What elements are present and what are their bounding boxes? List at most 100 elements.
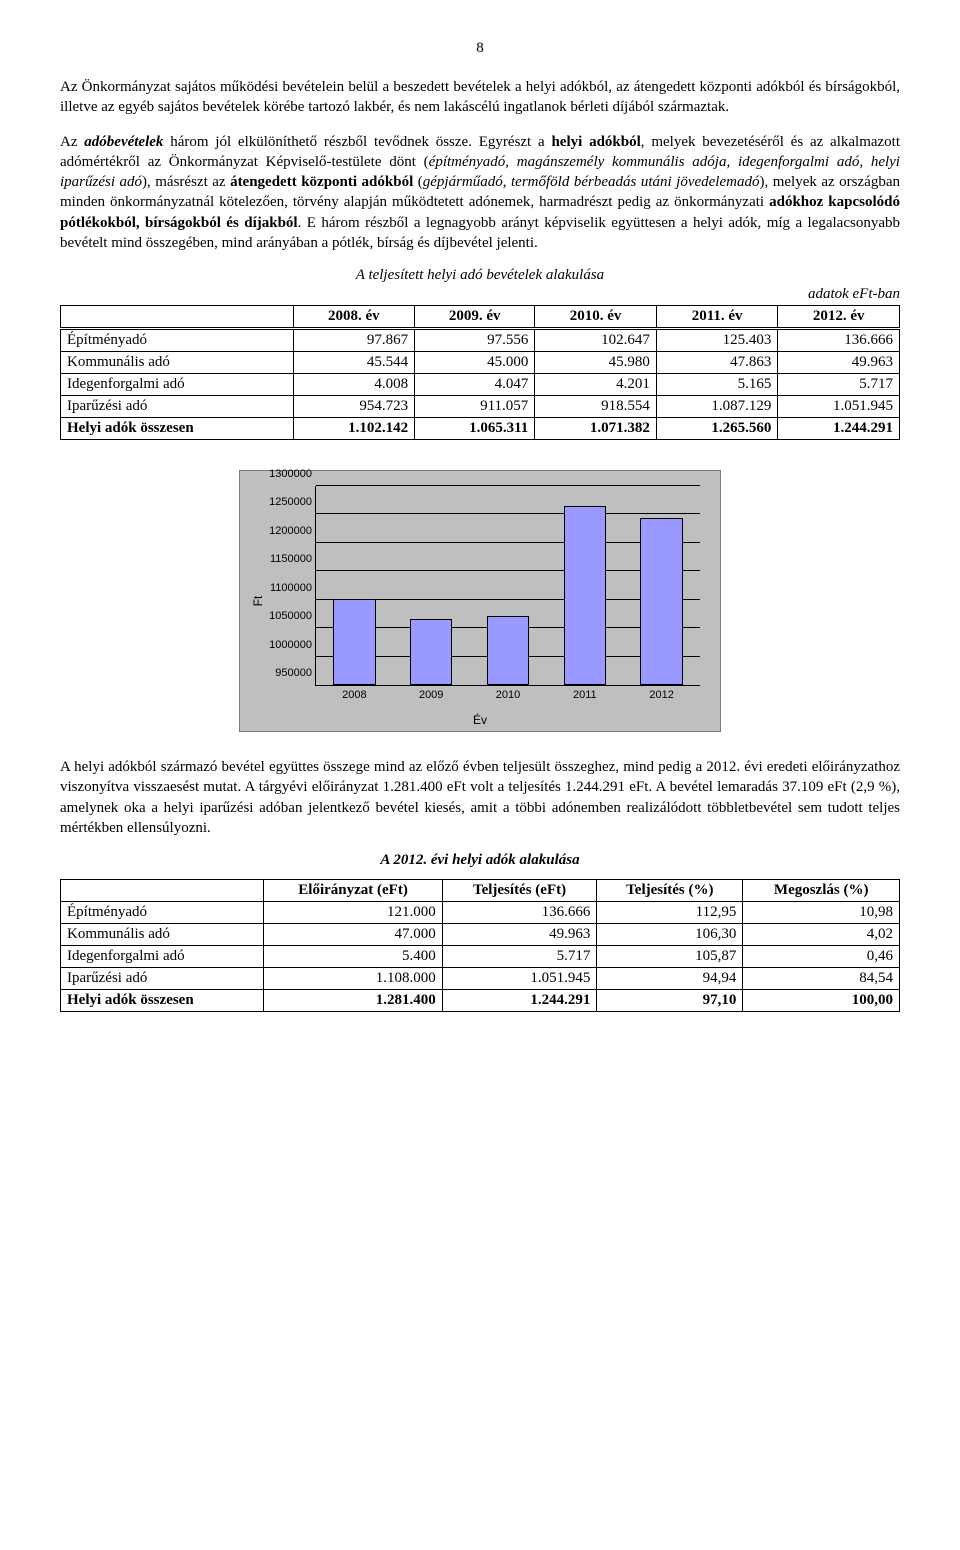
t2r3v3: 84,54 (743, 968, 900, 990)
t2totv3: 100,00 (743, 990, 900, 1012)
chart-plot-area: 9500001000000105000011000001150000120000… (315, 486, 700, 686)
t1r1v0: 45.544 (293, 352, 415, 374)
t1r3-label: Iparűzési adó (61, 396, 294, 418)
chart-gridline (316, 485, 700, 486)
table1-header-row: 2008. év 2009. év 2010. év 2011. év 2012… (61, 306, 900, 329)
chart-xtick: 2008 (342, 689, 366, 701)
t1r3v0: 954.723 (293, 396, 415, 418)
table-row: Iparűzési adó 954.723 911.057 918.554 1.… (61, 396, 900, 418)
table-row: Építményadó 97.867 97.556 102.647 125.40… (61, 329, 900, 352)
t1r3v4: 1.051.945 (778, 396, 900, 418)
table-row: Idegenforgalmi adó 4.008 4.047 4.201 5.1… (61, 374, 900, 396)
t2r2v2: 105,87 (597, 946, 743, 968)
t1r2v2: 4.201 (535, 374, 657, 396)
t2r0v1: 136.666 (442, 902, 597, 924)
p1-s2h: átengedett központi adókból (230, 174, 413, 190)
chart-ytick: 1000000 (269, 639, 312, 651)
bar-chart: Ft 9500001000000105000011000001150000120… (239, 470, 721, 732)
chart-ytick: 1100000 (270, 582, 312, 594)
p1-pre: Az Önkormányzat sajátos működési bevétel… (60, 79, 900, 115)
t1totv0: 1.102.142 (293, 418, 415, 440)
chart-bar (333, 599, 375, 686)
t2r2v0: 5.400 (264, 946, 442, 968)
chart-xtick: 2009 (419, 689, 443, 701)
chart-xtick: 2011 (573, 689, 597, 701)
p1-s2c: három jól elkülöníthető részből tevődnek… (163, 134, 551, 150)
t1r2v3: 5.165 (656, 374, 778, 396)
chart-gridline (316, 513, 700, 514)
paragraph-2: Az adóbevételek három jól elkülöníthető … (60, 132, 900, 254)
t1totv2: 1.071.382 (535, 418, 657, 440)
page-number: 8 (60, 40, 900, 57)
t2h1: Teljesítés (eFt) (442, 880, 597, 902)
t1totv1: 1.065.311 (415, 418, 535, 440)
t2r2v3: 0,46 (743, 946, 900, 968)
p1-s2i: ( (413, 174, 423, 190)
paragraph-3: A helyi adókból származó bevétel együtte… (60, 757, 900, 838)
t2totv1: 1.244.291 (442, 990, 597, 1012)
table1-units: adatok eFt-ban (60, 286, 900, 303)
chart-bar (487, 616, 529, 685)
t2h3: Megoszlás (%) (743, 880, 900, 902)
t2r0v0: 121.000 (264, 902, 442, 924)
t1r0v0: 97.867 (293, 329, 415, 352)
chart-bar (564, 506, 606, 685)
chart-ytick: 1300000 (269, 468, 312, 480)
chart-ytick: 1200000 (269, 525, 312, 537)
table-row: Kommunális adó 45.544 45.000 45.980 47.8… (61, 352, 900, 374)
chart-bar (410, 619, 452, 685)
t2r1-label: Kommunális adó (61, 924, 264, 946)
t2r2v1: 5.717 (442, 946, 597, 968)
t1r3v1: 911.057 (415, 396, 535, 418)
t1tot-label: Helyi adók összesen (61, 418, 294, 440)
t2tot-label: Helyi adók összesen (61, 990, 264, 1012)
chart-xtick: 2012 (649, 689, 673, 701)
t2r1v3: 4,02 (743, 924, 900, 946)
table1-h1: 2009. év (415, 306, 535, 329)
t2r2-label: Idegenforgalmi adó (61, 946, 264, 968)
table1-title: A teljesített helyi adó bevételek alakul… (60, 267, 900, 284)
chart-bar (640, 518, 682, 685)
t1r0v2: 102.647 (535, 329, 657, 352)
t1r2-label: Idegenforgalmi adó (61, 374, 294, 396)
t1r2v1: 4.047 (415, 374, 535, 396)
chart-container: Ft 9500001000000105000011000001150000120… (60, 470, 900, 732)
t2-blank-header (61, 880, 264, 902)
t2r0-label: Építményadó (61, 902, 264, 924)
table-row: Építményadó 121.000 136.666 112,95 10,98 (61, 902, 900, 924)
p1-s2g: ), másrészt az (142, 174, 230, 190)
t1r0v1: 97.556 (415, 329, 535, 352)
t1r1v2: 45.980 (535, 352, 657, 374)
table1-blank-header (61, 306, 294, 329)
p1-s2b: adóbevételek (84, 134, 163, 150)
chart-ylabel: Ft (251, 596, 265, 607)
chart-ytick: 1250000 (269, 496, 312, 508)
t2r0v3: 10,98 (743, 902, 900, 924)
t1r0v4: 136.666 (778, 329, 900, 352)
table-row: Idegenforgalmi adó 5.400 5.717 105,87 0,… (61, 946, 900, 968)
chart-ytick: 1150000 (270, 553, 312, 565)
chart-ytick: 950000 (275, 667, 312, 679)
table-row: Iparűzési adó 1.108.000 1.051.945 94,94 … (61, 968, 900, 990)
t1totv4: 1.244.291 (778, 418, 900, 440)
t2r1v2: 106,30 (597, 924, 743, 946)
table2: Előirányzat (eFt) Teljesítés (eFt) Telje… (60, 879, 900, 1012)
table1: 2008. év 2009. év 2010. év 2011. év 2012… (60, 305, 900, 440)
t2r3-label: Iparűzési adó (61, 968, 264, 990)
p1-s2j: gépjárműadó, termőföld bérbeadás utáni j… (423, 174, 760, 190)
chart-xtick: 2010 (496, 689, 520, 701)
table1-total-row: Helyi adók összesen 1.102.142 1.065.311 … (61, 418, 900, 440)
t2h0: Előirányzat (eFt) (264, 880, 442, 902)
t2r1v1: 49.963 (442, 924, 597, 946)
t2r3v1: 1.051.945 (442, 968, 597, 990)
t1r2v0: 4.008 (293, 374, 415, 396)
t2r3v0: 1.108.000 (264, 968, 442, 990)
t2totv0: 1.281.400 (264, 990, 442, 1012)
chart-xlabel: Év (473, 713, 487, 727)
p1-s2d: helyi adókból (551, 134, 640, 150)
p1-s2a: Az (60, 134, 84, 150)
t2totv2: 97,10 (597, 990, 743, 1012)
table2-header-row: Előirányzat (eFt) Teljesítés (eFt) Telje… (61, 880, 900, 902)
t2r1v0: 47.000 (264, 924, 442, 946)
t1r0-label: Építményadó (61, 329, 294, 352)
